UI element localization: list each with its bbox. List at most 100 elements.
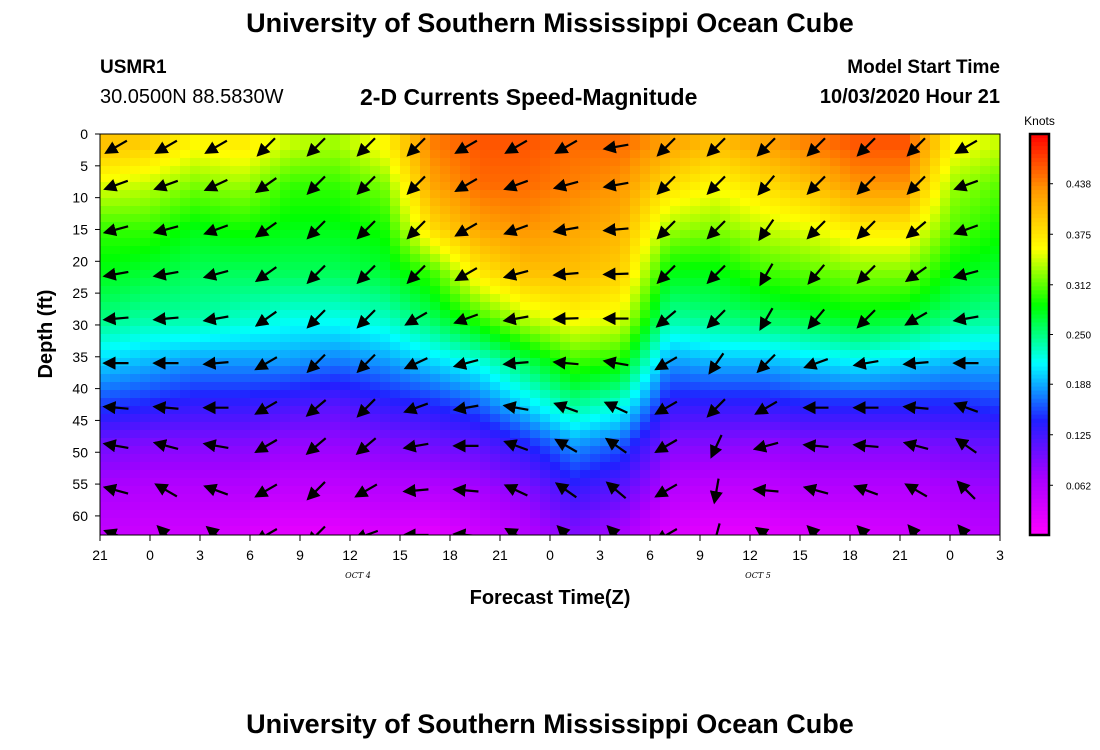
heatmap-cell [770, 358, 781, 367]
heatmap-cell [580, 230, 591, 239]
heatmap-cell [130, 398, 141, 407]
heatmap-cell [180, 454, 191, 463]
heatmap-cell [790, 518, 801, 527]
heatmap-cell [830, 382, 841, 391]
heatmap-cell [280, 158, 291, 167]
heatmap-cell [140, 246, 151, 255]
current-vector [306, 175, 326, 195]
heatmap-cell [620, 422, 631, 431]
heatmap-cell [690, 502, 701, 511]
heatmap-cell [190, 166, 201, 175]
heatmap-cell [230, 430, 241, 439]
heatmap-cell [490, 486, 501, 495]
heatmap-cell [950, 406, 961, 415]
heatmap-cell [150, 350, 161, 359]
heatmap-cell [530, 142, 541, 151]
current-vector [452, 401, 479, 415]
heatmap-cell [430, 222, 441, 231]
heatmap-cell [920, 518, 931, 527]
heatmap-cell [750, 406, 761, 415]
heatmap-cell [890, 158, 901, 167]
heatmap-cell [440, 470, 451, 479]
x-tick-label: 0 [946, 547, 954, 563]
heatmap-cell [180, 494, 191, 503]
heatmap-cell [250, 342, 261, 351]
heatmap-cell [300, 374, 311, 383]
heatmap-cell [760, 342, 771, 351]
current-vector [356, 175, 376, 195]
heatmap-cell [570, 310, 581, 319]
heatmap-cell [450, 366, 461, 375]
heatmap-cell [180, 358, 191, 367]
heatmap-cell [380, 462, 391, 471]
heatmap-cell [460, 286, 471, 295]
heatmap-cell [530, 254, 541, 263]
heatmap-cell [820, 462, 831, 471]
heatmap-cell [880, 310, 891, 319]
heatmap-cell [860, 430, 871, 439]
heatmap-cell [640, 470, 651, 479]
heatmap-cell [130, 310, 141, 319]
heatmap-cell [420, 438, 431, 447]
heatmap-cell [550, 486, 561, 495]
heatmap-cell [650, 454, 661, 463]
heatmap-cell [890, 198, 901, 207]
heatmap-cell [780, 526, 791, 535]
heatmap-cell [210, 510, 221, 519]
heatmap-cell [430, 190, 441, 199]
heatmap-cell [280, 454, 291, 463]
heatmap-cell [600, 390, 611, 399]
heatmap-cell [620, 134, 631, 143]
heatmap-cell [130, 494, 141, 503]
heatmap-cell [870, 174, 881, 183]
heatmap-cell [940, 158, 951, 167]
heatmap-cell [380, 502, 391, 511]
heatmap-cell [540, 334, 551, 343]
heatmap-cell [240, 150, 251, 159]
colorbar-segment [1030, 522, 1049, 528]
heatmap-cell [700, 494, 711, 503]
heatmap-cell [670, 270, 681, 279]
heatmap-cell [390, 398, 401, 407]
heatmap-cell [700, 526, 711, 535]
heatmap-cell [500, 358, 511, 367]
heatmap-cell [300, 358, 311, 367]
heatmap-cell [250, 286, 261, 295]
current-vector [957, 524, 971, 535]
heatmap-cell [730, 454, 741, 463]
heatmap-cell [870, 486, 881, 495]
heatmap-cell [640, 278, 651, 287]
heatmap-cell [620, 382, 631, 391]
heatmap-cell [740, 486, 751, 495]
heatmap-cell [380, 262, 391, 271]
heatmap-cell [270, 438, 281, 447]
heatmap-cell [600, 342, 611, 351]
heatmap-cell [200, 382, 211, 391]
heatmap-cell [410, 454, 421, 463]
heatmap-cell [620, 166, 631, 175]
heatmap-cell [840, 430, 851, 439]
heatmap-cell [800, 478, 811, 487]
heatmap-cell [520, 278, 531, 287]
heatmap-cell [310, 350, 321, 359]
heatmap-cell [510, 366, 521, 375]
heatmap-cell [570, 294, 581, 303]
heatmap-cell [790, 230, 801, 239]
heatmap-cell [430, 502, 441, 511]
heatmap-cell [900, 446, 911, 455]
heatmap-cell [910, 462, 921, 471]
heatmap-cell [410, 158, 421, 167]
heatmap-cell [190, 486, 201, 495]
colorbar-segment [1030, 422, 1049, 428]
heatmap-cell [730, 294, 741, 303]
heatmap-cell [320, 470, 331, 479]
heatmap-cell [490, 334, 501, 343]
heatmap-cell [950, 446, 961, 455]
heatmap-cell [730, 422, 741, 431]
heatmap-cell [570, 502, 581, 511]
heatmap-cell [610, 254, 621, 263]
heatmap-cell [900, 390, 911, 399]
heatmap-cell [910, 454, 921, 463]
heatmap-cell [310, 374, 321, 383]
heatmap-cell [610, 166, 621, 175]
